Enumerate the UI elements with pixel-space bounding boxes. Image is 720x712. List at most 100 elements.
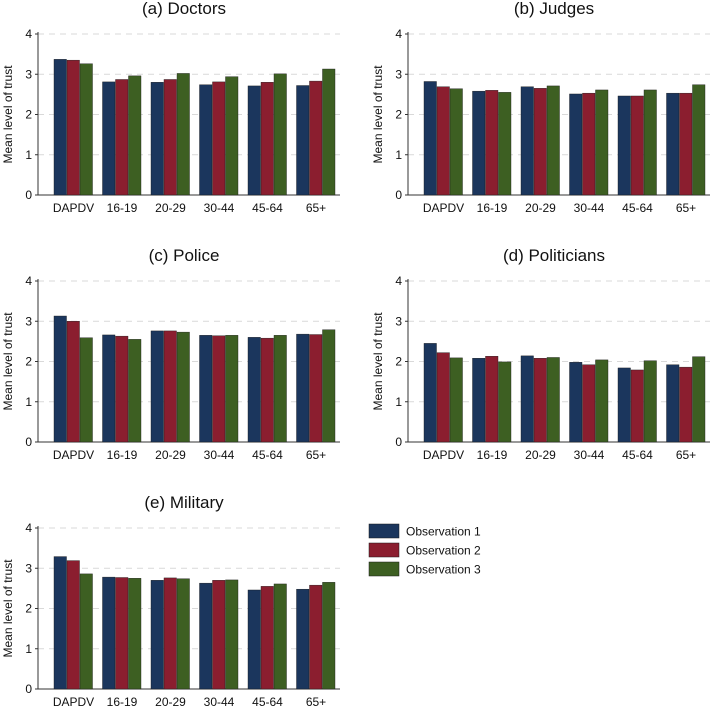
- y-tick-label: 4: [395, 274, 402, 288]
- x-tick-label: 20-29: [525, 201, 556, 215]
- y-tick-label: 0: [25, 682, 32, 696]
- bar-observation-2: [485, 90, 499, 196]
- x-tick-label: 20-29: [155, 695, 186, 707]
- chart-title: (e) Military: [144, 493, 224, 512]
- bar-observation-1: [296, 85, 310, 196]
- bar-observation-3: [546, 85, 560, 196]
- y-tick-label: 0: [395, 188, 402, 202]
- bar-observation-1: [472, 358, 486, 443]
- bar-observation-3: [273, 73, 287, 196]
- bar-observation-3: [79, 63, 93, 196]
- y-tick-label: 0: [395, 435, 402, 449]
- bar-observation-2: [66, 59, 80, 196]
- chart-title: (b) Judges: [514, 0, 594, 18]
- y-axis-label: Mean level of trust: [1, 312, 15, 411]
- x-tick-label: 65+: [306, 695, 326, 707]
- bar-observation-1: [247, 85, 261, 196]
- bar-observation-1: [666, 364, 680, 443]
- y-tick-label: 3: [25, 67, 32, 81]
- bar-observation-1: [247, 589, 261, 690]
- y-axis-label: Mean level of trust: [371, 65, 385, 164]
- x-tick-label: 65+: [676, 448, 696, 462]
- bar-observation-2: [582, 92, 596, 196]
- chart-title: (a) Doctors: [142, 0, 226, 18]
- legend: Observation 1 Observation 2 Observation 3: [368, 523, 481, 577]
- y-tick-label: 0: [25, 435, 32, 449]
- bar-observation-2: [309, 584, 323, 690]
- bar-observation-1: [199, 335, 213, 443]
- y-tick-label: 4: [25, 274, 32, 288]
- bar-observation-2: [630, 95, 644, 196]
- legend-swatch-observation-2: [368, 542, 400, 558]
- bar-observation-1: [102, 334, 116, 443]
- chart-panel-2: 0 1 2 3 4 Mean level of trust (b) Judges DAPDV 1…: [371, 0, 710, 215]
- chart-panel-3: 0 1 2 3 4 Mean level of trust (c) Police DAPDV 1…: [1, 246, 340, 462]
- bar-observation-2: [533, 88, 547, 196]
- bar-observation-3: [225, 579, 239, 690]
- legend-swatch-observation-1: [368, 523, 400, 539]
- bar-observation-2: [582, 364, 596, 443]
- bar-observation-1: [53, 556, 67, 690]
- bar-observation-2: [436, 352, 450, 443]
- y-axis-label: Mean level of trust: [371, 312, 385, 411]
- y-tick-label: 0: [25, 188, 32, 202]
- bar-observation-2: [115, 335, 129, 443]
- bar-observation-3: [322, 329, 336, 443]
- x-tick-label: 20-29: [155, 201, 186, 215]
- x-tick-label: 30-44: [204, 695, 235, 707]
- bar-observation-3: [595, 89, 609, 196]
- bar-observation-1: [102, 576, 116, 690]
- x-tick-label: 65+: [306, 448, 326, 462]
- bar-observation-2: [309, 334, 323, 443]
- bar-observation-3: [643, 360, 657, 443]
- bar-observation-3: [225, 335, 239, 443]
- y-tick-label: 1: [25, 148, 32, 162]
- chart-panel-1: 0 1 2 3 4 Mean level of trust (a) Doctors DAPDV…: [1, 0, 340, 215]
- x-tick-label: 16-19: [107, 448, 138, 462]
- chart-panel-4: 0 1 2 3 4 Mean level of trust (d) Politicians D…: [371, 246, 710, 462]
- x-tick-label: 65+: [676, 201, 696, 215]
- bar-observation-3: [498, 361, 512, 443]
- y-tick-label: 3: [395, 67, 402, 81]
- bar-observation-3: [176, 73, 190, 196]
- x-tick-label: 16-19: [477, 201, 508, 215]
- y-tick-label: 2: [25, 602, 32, 616]
- x-tick-label: 30-44: [574, 201, 605, 215]
- bar-observation-3: [643, 89, 657, 196]
- bar-observation-2: [115, 577, 129, 690]
- y-axis-label: Mean level of trust: [1, 65, 15, 164]
- bar-observation-1: [423, 343, 437, 443]
- bar-observation-2: [66, 560, 80, 690]
- x-tick-label: 45-64: [252, 448, 283, 462]
- chart-title: (d) Politicians: [503, 246, 605, 265]
- y-tick-label: 4: [25, 27, 32, 41]
- bar-observation-1: [53, 315, 67, 443]
- bar-observation-2: [66, 321, 80, 443]
- bar-observation-3: [546, 357, 560, 443]
- bar-observation-1: [150, 330, 164, 443]
- bar-observation-3: [498, 92, 512, 196]
- bar-observation-1: [423, 81, 437, 196]
- bar-observation-2: [679, 92, 693, 196]
- x-tick-label: 45-64: [622, 448, 653, 462]
- bar-observation-2: [436, 86, 450, 196]
- bar-observation-1: [617, 95, 631, 196]
- bar-observation-3: [79, 573, 93, 690]
- bar-observation-1: [150, 580, 164, 690]
- bar-observation-1: [296, 333, 310, 443]
- bar-observation-1: [569, 93, 583, 196]
- bar-observation-2: [260, 82, 274, 196]
- y-tick-label: 3: [395, 314, 402, 328]
- bar-observation-3: [128, 339, 142, 443]
- chart-title: (c) Police: [149, 246, 220, 265]
- y-tick-label: 1: [395, 395, 402, 409]
- bar-observation-1: [53, 59, 67, 196]
- x-tick-label: 16-19: [477, 448, 508, 462]
- bar-observation-3: [322, 68, 336, 196]
- legend-label: Observation 1: [406, 525, 481, 539]
- bar-observation-2: [260, 337, 274, 443]
- x-tick-label: DAPDV: [53, 448, 94, 462]
- bar-observation-3: [692, 84, 706, 196]
- y-tick-label: 3: [25, 561, 32, 575]
